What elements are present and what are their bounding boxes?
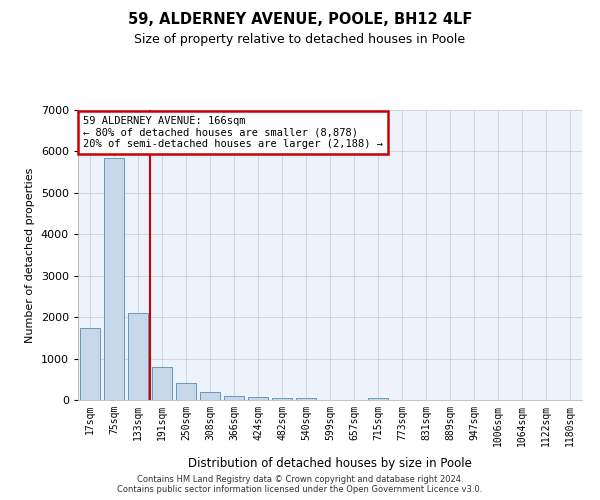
Bar	[104, 158, 124, 400]
Bar	[272, 398, 292, 400]
Bar	[128, 313, 148, 400]
Text: 59 ALDERNEY AVENUE: 166sqm
← 80% of detached houses are smaller (8,878)
20% of s: 59 ALDERNEY AVENUE: 166sqm ← 80% of deta…	[83, 116, 383, 149]
Bar	[200, 392, 220, 400]
Bar	[80, 328, 100, 400]
Bar	[176, 382, 196, 400]
Bar	[368, 398, 388, 400]
Text: Size of property relative to detached houses in Poole: Size of property relative to detached ho…	[134, 32, 466, 46]
Y-axis label: Number of detached properties: Number of detached properties	[25, 168, 35, 342]
X-axis label: Distribution of detached houses by size in Poole: Distribution of detached houses by size …	[188, 457, 472, 470]
Bar	[248, 397, 268, 400]
Text: Contains HM Land Registry data © Crown copyright and database right 2024.
Contai: Contains HM Land Registry data © Crown c…	[118, 474, 482, 494]
Bar	[296, 398, 316, 400]
Bar	[152, 367, 172, 400]
Bar	[224, 396, 244, 400]
Text: 59, ALDERNEY AVENUE, POOLE, BH12 4LF: 59, ALDERNEY AVENUE, POOLE, BH12 4LF	[128, 12, 472, 28]
